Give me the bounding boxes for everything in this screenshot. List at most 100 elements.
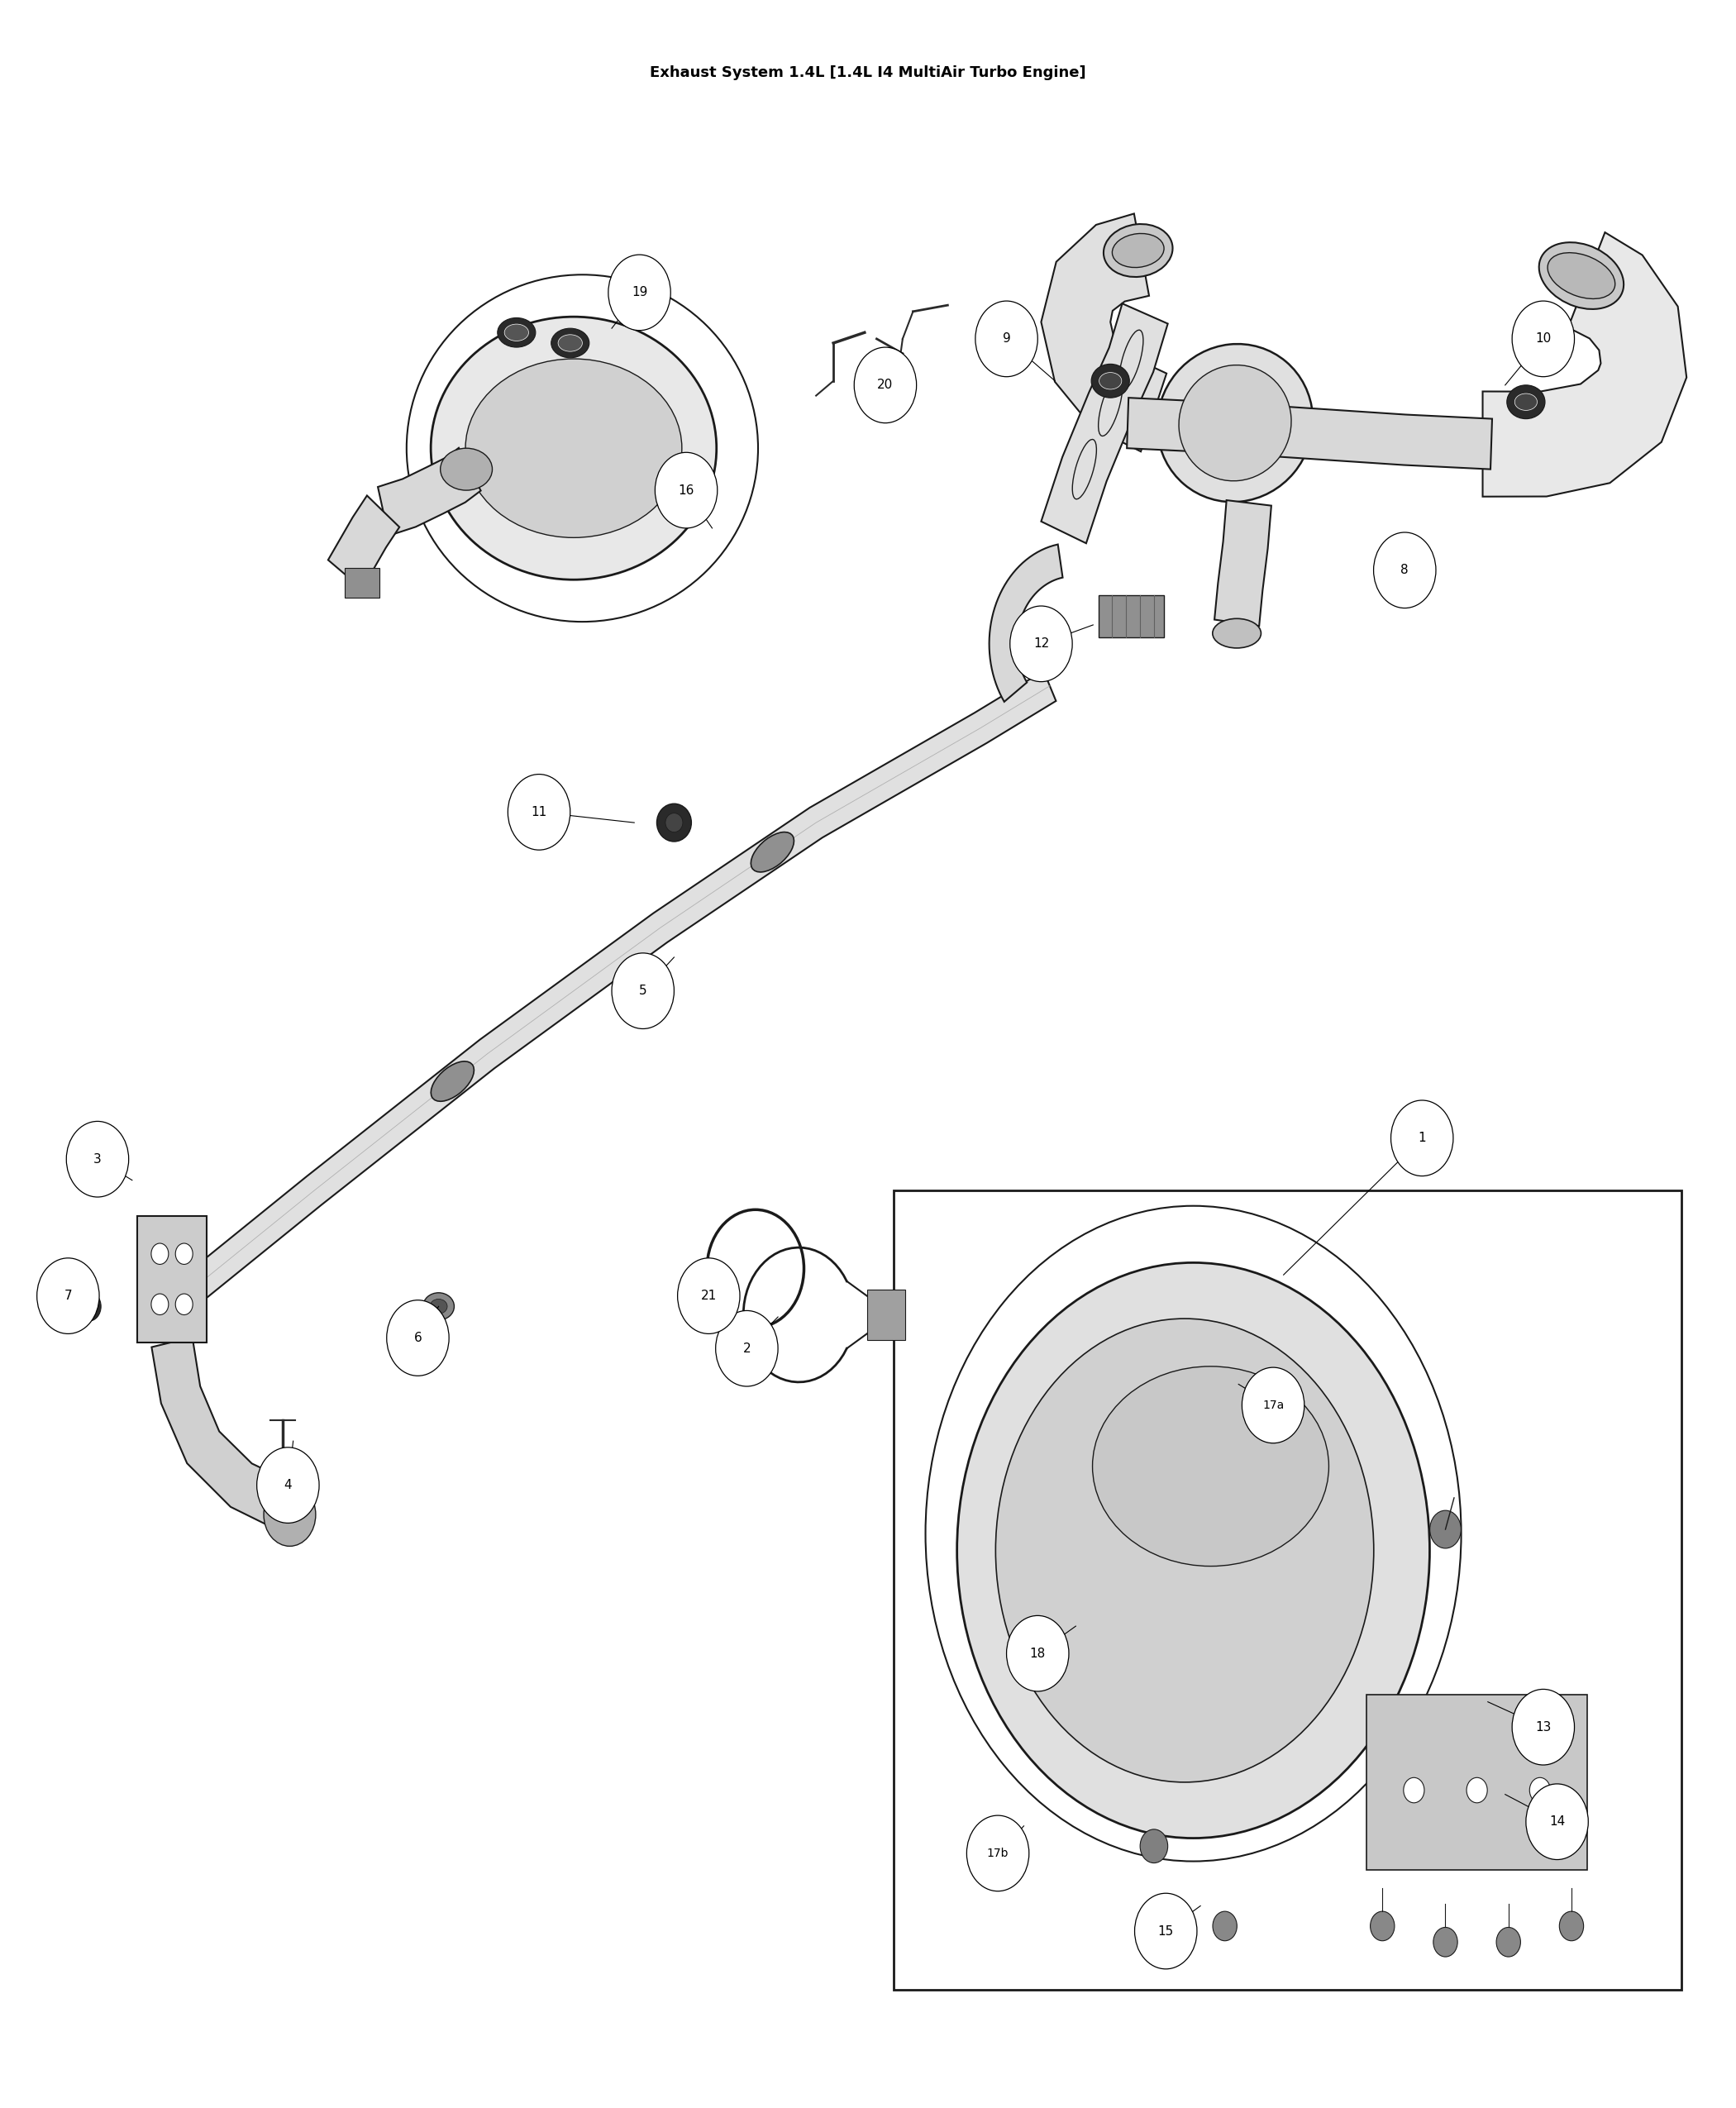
Ellipse shape bbox=[656, 803, 691, 841]
Circle shape bbox=[976, 301, 1038, 377]
Text: 14: 14 bbox=[1549, 1815, 1566, 1828]
Circle shape bbox=[654, 453, 717, 529]
Circle shape bbox=[175, 1294, 193, 1315]
Text: 17b: 17b bbox=[986, 1847, 1009, 1859]
Ellipse shape bbox=[424, 1292, 455, 1320]
FancyBboxPatch shape bbox=[137, 1216, 207, 1343]
Ellipse shape bbox=[1212, 618, 1260, 647]
Circle shape bbox=[1370, 1912, 1394, 1941]
Circle shape bbox=[1467, 1777, 1488, 1802]
Ellipse shape bbox=[431, 1060, 474, 1100]
Text: 20: 20 bbox=[877, 379, 894, 392]
Ellipse shape bbox=[1158, 344, 1312, 502]
Text: 13: 13 bbox=[1535, 1720, 1552, 1733]
FancyBboxPatch shape bbox=[345, 569, 380, 597]
Ellipse shape bbox=[1540, 242, 1623, 310]
Circle shape bbox=[387, 1301, 450, 1377]
FancyBboxPatch shape bbox=[1099, 594, 1165, 637]
Circle shape bbox=[151, 1244, 168, 1265]
Circle shape bbox=[66, 1121, 128, 1197]
Text: 15: 15 bbox=[1158, 1925, 1174, 1937]
FancyBboxPatch shape bbox=[1366, 1695, 1587, 1870]
Ellipse shape bbox=[1179, 365, 1292, 481]
Circle shape bbox=[1529, 1777, 1550, 1802]
Circle shape bbox=[1135, 1893, 1196, 1969]
Text: 2: 2 bbox=[743, 1343, 750, 1355]
Text: 16: 16 bbox=[679, 485, 694, 497]
Circle shape bbox=[76, 1292, 101, 1322]
Circle shape bbox=[1403, 1777, 1424, 1802]
Circle shape bbox=[151, 1294, 168, 1315]
Polygon shape bbox=[990, 544, 1062, 702]
Text: 3: 3 bbox=[94, 1153, 101, 1166]
Circle shape bbox=[175, 1244, 193, 1265]
Text: 8: 8 bbox=[1401, 565, 1408, 575]
Circle shape bbox=[611, 953, 674, 1029]
Text: 1: 1 bbox=[1418, 1132, 1425, 1145]
Text: Exhaust System 1.4L [1.4L I4 MultiAir Turbo Engine]: Exhaust System 1.4L [1.4L I4 MultiAir Tu… bbox=[649, 65, 1087, 80]
Text: 17a: 17a bbox=[1262, 1400, 1285, 1410]
Circle shape bbox=[1512, 1689, 1575, 1764]
Circle shape bbox=[1010, 605, 1073, 681]
Text: 4: 4 bbox=[285, 1480, 292, 1490]
Text: 12: 12 bbox=[1033, 637, 1049, 649]
Text: 11: 11 bbox=[531, 805, 547, 818]
Ellipse shape bbox=[1104, 223, 1172, 276]
Ellipse shape bbox=[1507, 386, 1545, 419]
Text: 7: 7 bbox=[64, 1290, 73, 1303]
Circle shape bbox=[1430, 1511, 1462, 1547]
Ellipse shape bbox=[957, 1263, 1430, 1838]
Ellipse shape bbox=[505, 325, 529, 341]
Circle shape bbox=[1158, 1895, 1182, 1925]
Circle shape bbox=[677, 1258, 740, 1334]
Circle shape bbox=[715, 1311, 778, 1387]
Ellipse shape bbox=[1516, 394, 1536, 411]
Polygon shape bbox=[151, 1336, 292, 1530]
Polygon shape bbox=[378, 447, 481, 535]
Circle shape bbox=[967, 1815, 1029, 1891]
Ellipse shape bbox=[557, 335, 582, 352]
Circle shape bbox=[1512, 301, 1575, 377]
Ellipse shape bbox=[441, 449, 493, 491]
Text: 5: 5 bbox=[639, 984, 648, 997]
Text: 21: 21 bbox=[701, 1290, 717, 1303]
Polygon shape bbox=[1215, 500, 1271, 626]
Circle shape bbox=[264, 1484, 316, 1545]
Circle shape bbox=[1526, 1783, 1588, 1859]
Circle shape bbox=[854, 348, 917, 424]
Ellipse shape bbox=[431, 1299, 448, 1313]
Circle shape bbox=[1141, 1830, 1168, 1863]
Circle shape bbox=[1391, 1100, 1453, 1176]
Ellipse shape bbox=[1547, 253, 1614, 299]
FancyBboxPatch shape bbox=[894, 1191, 1682, 1990]
Polygon shape bbox=[1127, 398, 1493, 470]
Circle shape bbox=[257, 1448, 319, 1524]
FancyBboxPatch shape bbox=[868, 1290, 906, 1341]
Text: 19: 19 bbox=[632, 287, 648, 299]
Text: 10: 10 bbox=[1535, 333, 1552, 346]
Text: 9: 9 bbox=[1002, 333, 1010, 346]
Polygon shape bbox=[328, 495, 399, 588]
Circle shape bbox=[36, 1258, 99, 1334]
Polygon shape bbox=[1042, 213, 1167, 451]
Text: 6: 6 bbox=[413, 1332, 422, 1345]
Ellipse shape bbox=[996, 1320, 1373, 1781]
Ellipse shape bbox=[550, 329, 589, 358]
Ellipse shape bbox=[665, 814, 682, 833]
Ellipse shape bbox=[1113, 234, 1165, 268]
Ellipse shape bbox=[1092, 1366, 1328, 1566]
Circle shape bbox=[1559, 1912, 1583, 1941]
Ellipse shape bbox=[1099, 373, 1121, 390]
Circle shape bbox=[1373, 533, 1436, 607]
Ellipse shape bbox=[498, 318, 536, 348]
Polygon shape bbox=[1483, 232, 1687, 497]
Circle shape bbox=[1434, 1927, 1458, 1956]
Ellipse shape bbox=[431, 316, 717, 580]
Polygon shape bbox=[177, 670, 1055, 1309]
Circle shape bbox=[608, 255, 670, 331]
Polygon shape bbox=[1042, 304, 1168, 544]
Circle shape bbox=[1496, 1927, 1521, 1956]
Ellipse shape bbox=[465, 358, 682, 538]
Ellipse shape bbox=[752, 833, 793, 873]
Circle shape bbox=[1007, 1615, 1069, 1691]
